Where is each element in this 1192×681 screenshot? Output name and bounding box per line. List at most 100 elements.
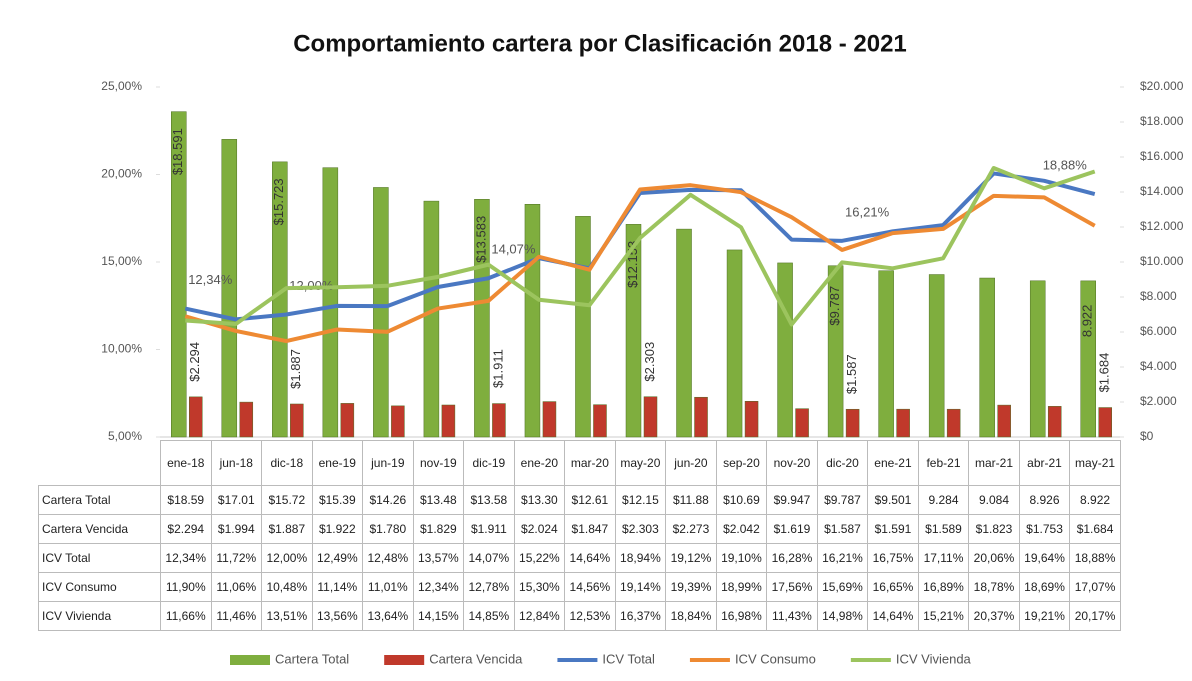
- bar: [322, 167, 339, 438]
- table-cell: $1.589: [917, 514, 970, 544]
- category-cell: dic-20: [816, 440, 869, 486]
- table-cell: $18.59: [160, 485, 212, 515]
- data-label: $15.723: [271, 178, 286, 225]
- table-cell: 18,84%: [665, 601, 717, 631]
- bar: [896, 408, 910, 438]
- table-cell: 11,43%: [766, 601, 818, 631]
- y2-tick-label: $16.000: [1140, 149, 1184, 163]
- data-label: $18.591: [170, 128, 185, 175]
- bar: [694, 396, 708, 438]
- bar: [373, 187, 389, 438]
- category-cell: nov-19: [412, 440, 465, 486]
- category-cell: may-21: [1069, 440, 1121, 486]
- table-cell: $13.58: [463, 485, 515, 515]
- bar: [1080, 280, 1096, 438]
- table-cell: 12,78%: [463, 572, 515, 602]
- bar: [845, 408, 860, 438]
- row-header: Cartera Vencida: [38, 514, 161, 544]
- table-cell: $1.847: [564, 514, 616, 544]
- row-header: ICV Consumo: [38, 572, 161, 602]
- y2-tick-label: $20.000: [1140, 79, 1184, 93]
- category-cell: may-20: [614, 440, 667, 486]
- table-cell: 19,39%: [665, 572, 717, 602]
- corner-cell: [39, 441, 161, 486]
- category-cell: ene-21: [867, 440, 919, 486]
- table-cell: 19,64%: [1018, 543, 1071, 573]
- bar: [997, 404, 1011, 438]
- table-cell: $2.303: [614, 514, 667, 544]
- category-cell: feb-21: [917, 440, 970, 486]
- table-cell: 15,30%: [513, 572, 566, 602]
- category-cell: mar-21: [968, 440, 1020, 486]
- bar: [423, 200, 440, 438]
- bar: [221, 139, 238, 438]
- table-cell: 18,78%: [968, 572, 1020, 602]
- category-cell: jun-20: [665, 440, 717, 486]
- category-cell: nov-20: [766, 440, 818, 486]
- table-cell: 11,14%: [311, 572, 364, 602]
- table-cell: 14,64%: [564, 543, 616, 573]
- table-cell: 19,10%: [715, 543, 768, 573]
- table-cell: $1.911: [463, 514, 515, 544]
- bar: [625, 224, 642, 438]
- table-cell: 14,56%: [564, 572, 616, 602]
- category-cell: ene-19: [311, 440, 364, 486]
- y-tick-label: 15,00%: [101, 254, 142, 268]
- table-cell: $1.829: [412, 514, 465, 544]
- table-cell: 11,72%: [210, 543, 263, 573]
- table-cell: 16,89%: [917, 572, 970, 602]
- legend-label: Cartera Total: [275, 651, 349, 666]
- table-cell: $15.39: [311, 485, 364, 515]
- category-cell: sep-20: [715, 440, 768, 486]
- legend-label: ICV Total: [602, 651, 655, 666]
- table-cell: 12,49%: [311, 543, 364, 573]
- table-cell: $11.88: [665, 485, 717, 515]
- data-label: $9.787: [827, 286, 842, 326]
- table-cell: 20,37%: [968, 601, 1020, 631]
- chart-title: Comportamiento cartera por Clasificación…: [293, 30, 907, 57]
- table-row: Cartera Total $18.59 $17.01 $15.72 $15.39 $14…: [38, 485, 1121, 515]
- y-tick-label: 5,00%: [108, 429, 142, 443]
- table-cell: $13.48: [412, 485, 465, 515]
- table-cell: 16,37%: [614, 601, 667, 631]
- table-cell: 12,48%: [362, 543, 414, 573]
- bar: [391, 405, 405, 438]
- table-row: Cartera Vencida $2.294 $1.994 $1.887 $1.922 $…: [38, 514, 1121, 544]
- table-cell: 13,56%: [311, 601, 364, 631]
- data-label: 18,88%: [1043, 158, 1088, 173]
- table-cell: 16,28%: [766, 543, 818, 573]
- table-cell: $1.823: [968, 514, 1020, 544]
- table-row: ICV Consumo 11,90% 11,06% 10,48% 11,14% 11,01…: [38, 572, 1121, 602]
- data-label: 14,07%: [491, 242, 536, 257]
- bar: [239, 401, 254, 438]
- table-cell: 18,88%: [1069, 543, 1121, 573]
- bar: [575, 216, 591, 438]
- table-cell: $17.01: [210, 485, 263, 515]
- table-cell: $9.501: [867, 485, 919, 515]
- table-cell: $2.294: [160, 514, 212, 544]
- bar: [189, 396, 203, 438]
- line: [185, 166, 1096, 327]
- table-cell: 11,01%: [362, 572, 414, 602]
- table-cell: 10,48%: [261, 572, 313, 602]
- table-cell: 9.084: [968, 485, 1020, 515]
- table-cell: 17,56%: [766, 572, 818, 602]
- bar: [946, 408, 961, 438]
- table-cell: 13,57%: [412, 543, 465, 573]
- table-cell: 18,99%: [715, 572, 768, 602]
- table-cell: 17,07%: [1069, 572, 1121, 602]
- table-cell: 11,90%: [160, 572, 212, 602]
- table-cell: 14,64%: [867, 601, 919, 631]
- table-cell: 19,12%: [665, 543, 717, 573]
- bar: [441, 404, 456, 438]
- table-cell: 20,17%: [1069, 601, 1121, 631]
- line: [184, 183, 1096, 344]
- table-cell: $10.69: [715, 485, 768, 515]
- category-cell: jun-19: [362, 440, 414, 486]
- legend-label: ICV Vivienda: [896, 651, 972, 666]
- bar: [795, 408, 809, 438]
- table-cell: $1.619: [766, 514, 818, 544]
- table-cell: $1.887: [261, 514, 313, 544]
- legend-swatch: [384, 655, 425, 665]
